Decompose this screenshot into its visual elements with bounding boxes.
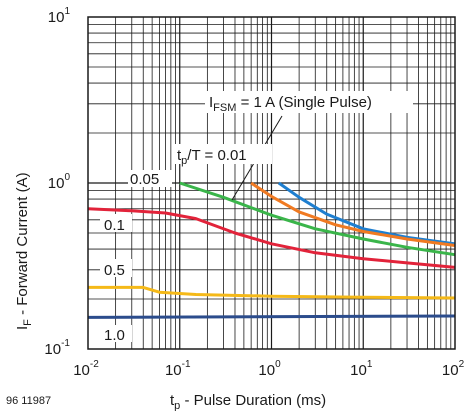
x-tick-label: 10-1 [165, 359, 191, 379]
x-label-rest: - Pulse Duration (ms) [180, 392, 326, 409]
duty-cycle-title: tp/T = 0.01 [177, 147, 247, 167]
duty-main: t [177, 147, 182, 164]
x-tick-label: 101 [350, 359, 373, 379]
x-tick-label: 10-2 [73, 359, 99, 379]
ifsm-annotation: IFSM = 1 A (Single Pulse) [209, 94, 372, 114]
series-label-0.05: 0.05 [130, 171, 159, 188]
label-bg-05 [100, 259, 132, 277]
document-number: 96 11987 [6, 395, 51, 407]
series-lines [87, 181, 456, 319]
grid-lines [88, 17, 455, 349]
y-tick-label: 100 [48, 172, 71, 192]
y-tick-label: 101 [48, 6, 71, 26]
y-label-rest: - Forward Current (A) [14, 172, 31, 319]
series-line-4 [87, 207, 456, 269]
series-labels: 0.05 0.1 0.5 1.0 [100, 170, 172, 344]
series-label-0.1: 0.1 [104, 217, 125, 234]
series-label-0.5: 0.5 [104, 262, 125, 279]
series-label-1.0: 1.0 [104, 327, 125, 344]
series-line-5 [88, 285, 456, 300]
duty-sub: p [181, 155, 187, 167]
series-line-2 [250, 181, 456, 247]
label-bg-10 [100, 325, 132, 342]
annotations: IFSM = 1 A (Single Pulse) tp/T = 0.01 [174, 91, 413, 201]
series-line-1 [277, 181, 456, 246]
x-axis-label: tp - Pulse Duration (ms) [170, 392, 326, 411]
x-tick-labels: 10-2 10-1 100 101 102 [73, 359, 464, 379]
duty-rest: /T = 0.01 [187, 147, 246, 164]
ifsm-main: I [209, 94, 213, 111]
y-label-sub: F [22, 319, 34, 326]
x-label-main: t [170, 392, 175, 409]
series-line-6 [87, 314, 456, 319]
x-label-sub: p [174, 400, 180, 411]
ifsm-rest: = 1 A (Single Pulse) [236, 94, 372, 111]
x-tick-label: 100 [258, 359, 281, 379]
plot-frame [87, 16, 456, 350]
y-tick-labels: 10-1 100 101 [44, 6, 70, 358]
label-bg-005 [128, 170, 172, 187]
duty-title-bg [174, 144, 272, 164]
y-axis-label: IF - Forward Current (A) [14, 172, 34, 330]
series-line-3 [179, 181, 456, 257]
y-tick-label: 10-1 [44, 338, 70, 358]
ifsm-bg [205, 91, 413, 113]
y-label-main: I [14, 326, 31, 330]
ifsm-sub: FSM [213, 102, 236, 114]
x-tick-label: 102 [442, 359, 465, 379]
label-bg-01 [100, 214, 132, 232]
